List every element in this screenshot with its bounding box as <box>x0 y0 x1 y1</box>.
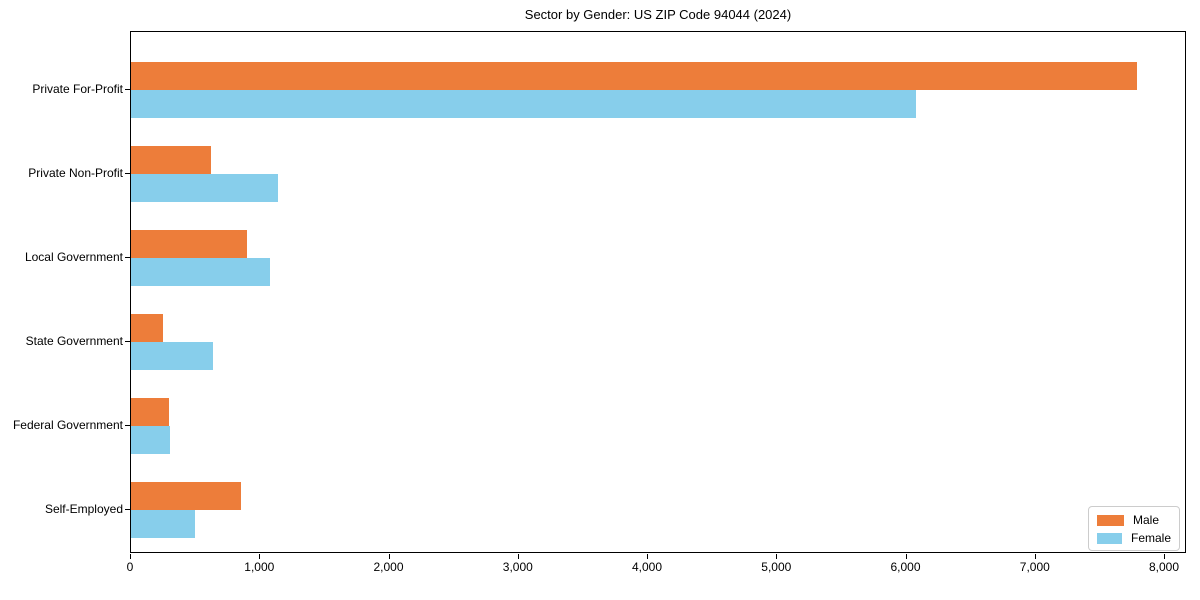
y-tick-mark <box>125 257 130 258</box>
x-tick-label-1-000: 1,000 <box>244 560 275 574</box>
y-tick-label-federal-government: Federal Government <box>12 418 123 432</box>
female-series-swatch-icon <box>1097 532 1122 544</box>
x-tick-mark <box>905 554 907 559</box>
x-tick-label-6-000: 6,000 <box>890 560 921 574</box>
bar-male-private-non-profit <box>131 146 211 174</box>
x-tick-label-3-000: 3,000 <box>502 560 533 574</box>
x-tick-mark <box>130 554 131 559</box>
y-tick-mark <box>125 509 130 510</box>
x-tick-mark <box>1034 554 1036 559</box>
bars-layer <box>131 32 1185 552</box>
x-tick-label-2-000: 2,000 <box>373 560 404 574</box>
bar-female-local-government <box>131 258 270 286</box>
y-tick-label-private-for-profit: Private For-Profit <box>32 82 123 96</box>
legend-row-male: Male <box>1097 513 1171 527</box>
bar-male-local-government <box>131 230 247 258</box>
bar-female-federal-government <box>131 426 170 454</box>
legend-label-female: Female <box>1130 531 1171 545</box>
y-tick-label-private-non-profit: Private Non-Profit <box>28 166 123 180</box>
y-tick-mark <box>125 89 130 90</box>
bar-male-federal-government <box>131 398 169 426</box>
x-tick-mark <box>647 554 648 559</box>
x-tick-label-0: 0 <box>126 560 134 574</box>
x-tick-label-8-000: 8,000 <box>1148 560 1180 574</box>
y-tick-label-self-employed: Self-Employed <box>44 502 123 516</box>
bar-male-state-government <box>131 314 164 342</box>
male-series-swatch-icon <box>1097 514 1124 526</box>
legend: Male Female <box>1088 506 1180 551</box>
x-tick-label-7-000: 7,000 <box>1019 560 1050 574</box>
bar-male-self-employed <box>131 482 241 510</box>
y-tick-label-state-government: State Government <box>25 334 123 348</box>
bar-female-self-employed <box>131 510 195 538</box>
x-tick-label-5-000: 5,000 <box>761 560 792 574</box>
bar-female-private-non-profit <box>131 174 278 202</box>
y-tick-mark <box>125 425 130 426</box>
bar-female-state-government <box>131 342 214 370</box>
y-tick-mark <box>125 341 130 342</box>
x-tick-mark <box>776 554 778 559</box>
y-tick-mark <box>125 173 130 174</box>
legend-label-male: Male <box>1133 513 1160 527</box>
legend-row-female: Female <box>1097 531 1171 545</box>
x-tick-mark <box>1164 554 1165 559</box>
bar-female-private-for-profit <box>131 90 916 118</box>
x-tick-mark <box>517 554 519 559</box>
y-tick-label-local-government: Local Government <box>24 250 123 264</box>
x-tick-mark <box>259 554 261 559</box>
bar-male-private-for-profit <box>131 62 1137 90</box>
plot-area <box>130 31 1186 553</box>
x-tick-mark <box>388 554 390 559</box>
chart-title: Sector by Gender: US ZIP Code 94044 (202… <box>524 7 792 22</box>
x-tick-label-4-000: 4,000 <box>631 560 663 574</box>
